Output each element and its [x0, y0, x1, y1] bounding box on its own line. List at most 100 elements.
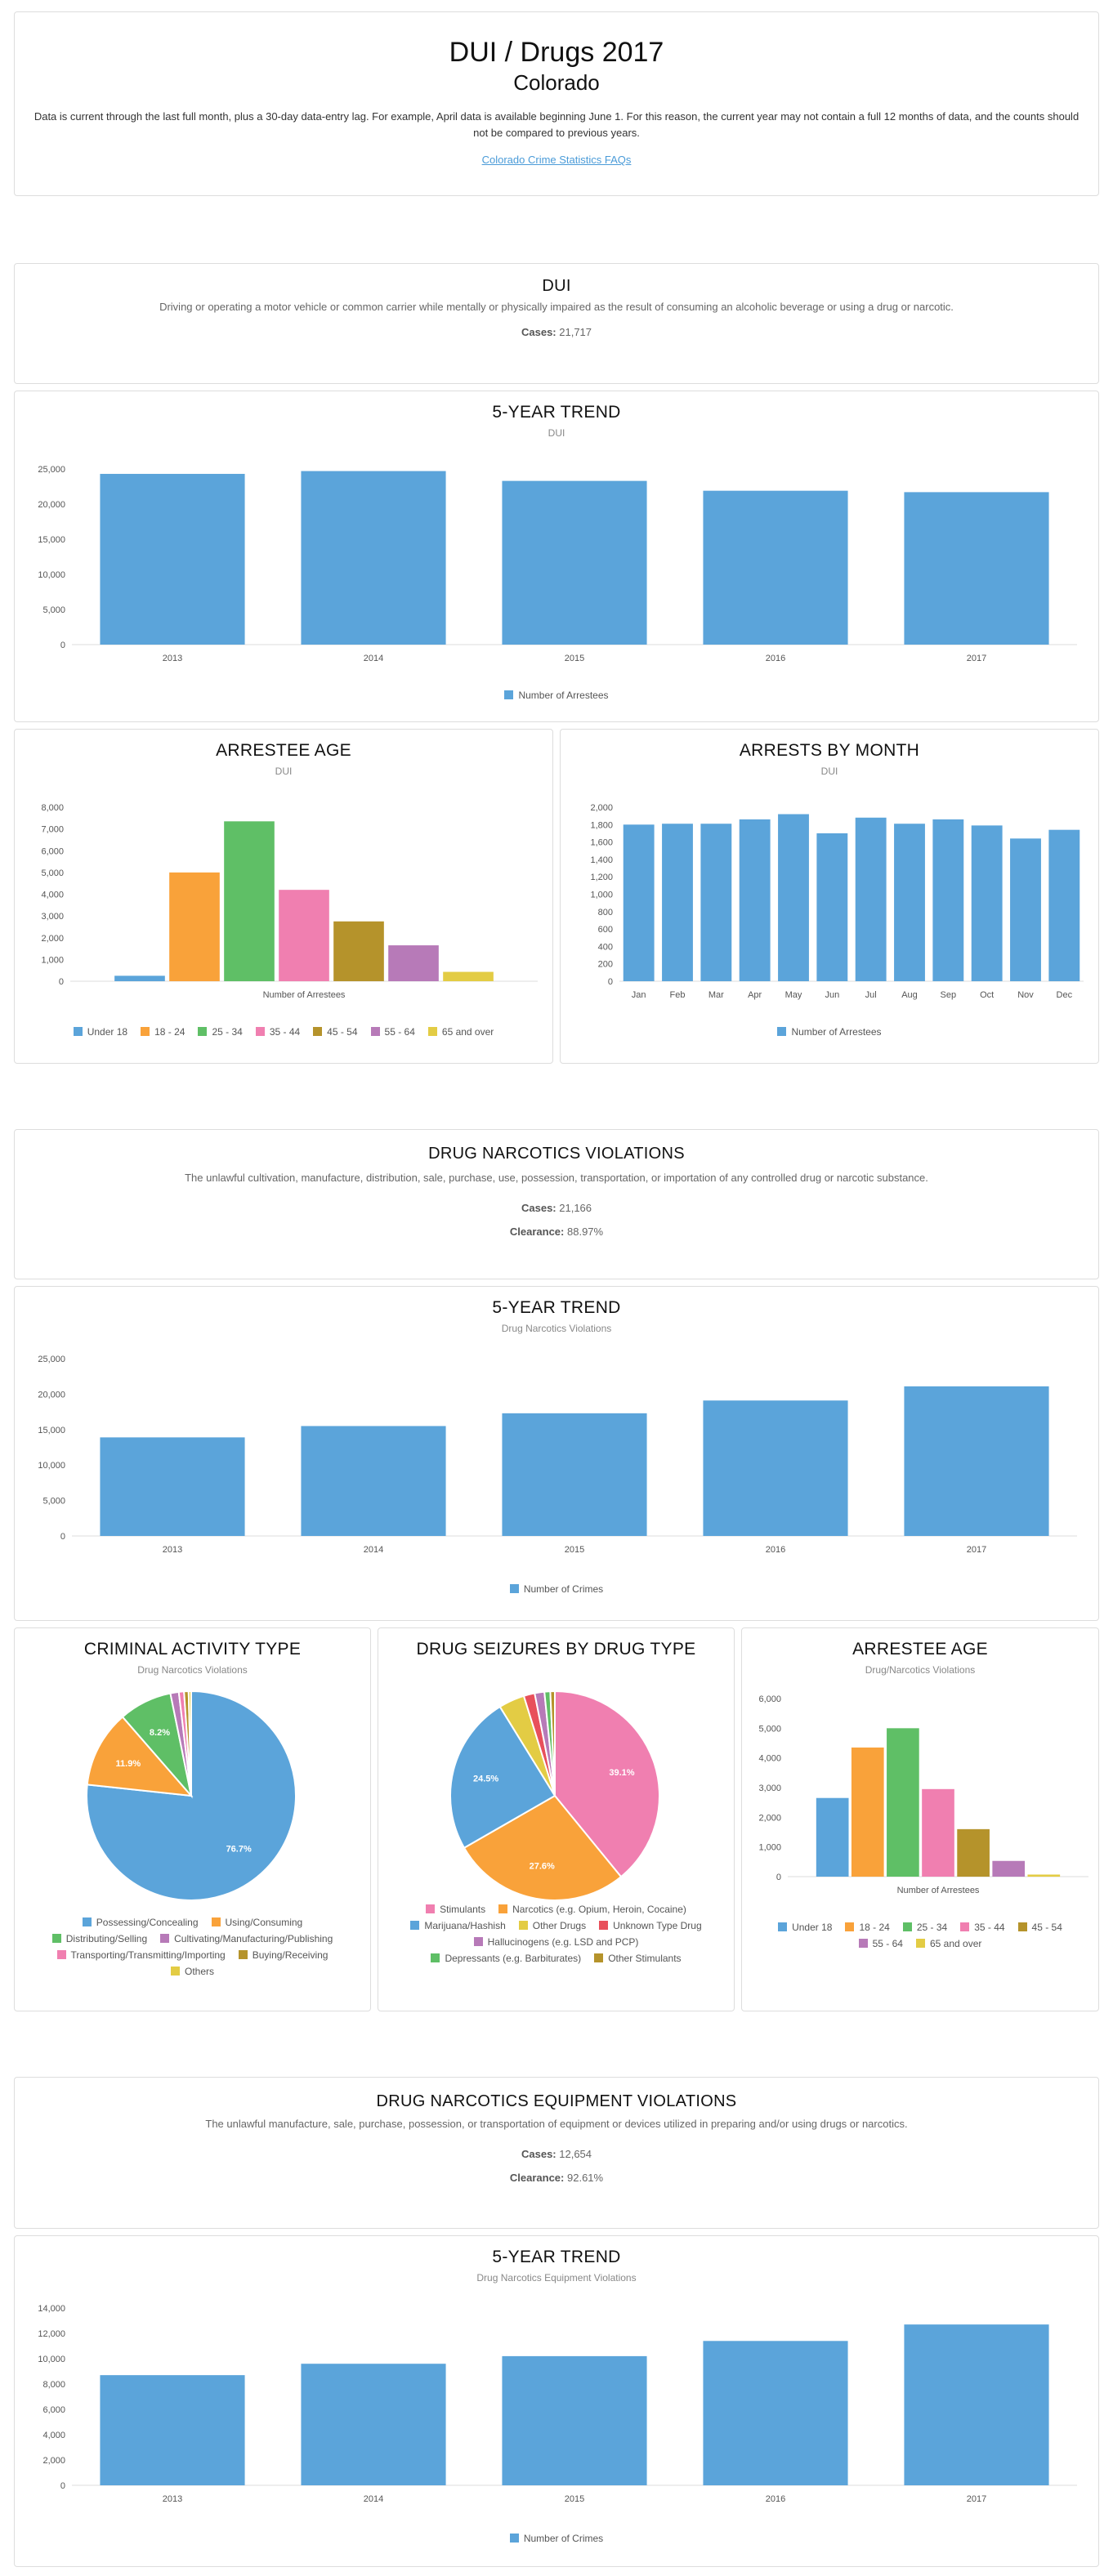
pie-slice[interactable]	[463, 1794, 623, 1901]
legend-label: 45 - 54	[327, 1026, 358, 1038]
legend-item[interactable]: Buying/Receiving	[238, 1947, 328, 1963]
bar[interactable]	[279, 890, 329, 981]
bar[interactable]	[855, 817, 887, 981]
legend-item[interactable]: Number of Crimes	[509, 1581, 603, 1597]
bar[interactable]	[100, 1437, 245, 1536]
legend-item[interactable]: 25 - 34	[198, 1024, 243, 1040]
y-tick-label: 4,000	[758, 1754, 781, 1764]
legend-item[interactable]: Other Drugs	[518, 1917, 586, 1934]
faq-link[interactable]: Colorado Crime Statistics FAQs	[481, 154, 632, 166]
legend-label: Number of Crimes	[523, 2533, 604, 2544]
bar[interactable]	[703, 490, 848, 645]
bar[interactable]	[703, 1400, 848, 1536]
legend-label: 55 - 64	[872, 1938, 903, 1949]
legend-item[interactable]: Stimulants	[426, 1901, 485, 1917]
bar[interactable]	[114, 975, 165, 981]
bar[interactable]	[301, 2364, 446, 2485]
legend-item[interactable]: Distributing/Selling	[51, 1931, 147, 1947]
legend-label: Depressants (e.g. Barbiturates)	[445, 1953, 582, 1964]
bar[interactable]	[388, 945, 439, 981]
legend-item[interactable]: 35 - 44	[960, 1919, 1005, 1935]
legend-item[interactable]: 55 - 64	[858, 1935, 903, 1952]
bar[interactable]	[301, 471, 446, 645]
legend-item[interactable]: Other Stimulants	[594, 1950, 682, 1967]
bar[interactable]	[778, 814, 809, 981]
dui-trend-card: 5-YEAR TREND DUI 0 5,000 10,000 15,000 20,000 2…	[14, 391, 1099, 722]
bar[interactable]	[623, 824, 655, 981]
bar[interactable]	[816, 833, 848, 981]
bar[interactable]	[662, 824, 693, 981]
legend-item[interactable]: 18 - 24	[845, 1919, 890, 1935]
bar[interactable]	[703, 2341, 848, 2485]
legend-item[interactable]: Depressants (e.g. Barbiturates)	[431, 1950, 581, 1967]
legend-item[interactable]: Transporting/Transmitting/Importing	[56, 1947, 226, 1963]
legend-item[interactable]: 45 - 54	[313, 1024, 358, 1040]
legend-item[interactable]: 35 - 44	[255, 1024, 300, 1040]
x-tick-label: 2017	[967, 1545, 986, 1555]
legend-item[interactable]: Narcotics (e.g. Opium, Heroin, Cocaine)	[498, 1901, 686, 1917]
bar[interactable]	[739, 819, 771, 981]
bar[interactable]	[333, 921, 384, 981]
bar[interactable]	[502, 480, 647, 645]
bar[interactable]	[851, 1747, 884, 1877]
legend-label: 35 - 44	[974, 1922, 1005, 1933]
legend-item[interactable]: Number of Arrestees	[777, 1024, 882, 1040]
y-tick-label: 3,000	[758, 1784, 781, 1793]
y-tick-label: 6,000	[758, 1694, 781, 1704]
pie-slice-label: 76.7%	[226, 1845, 252, 1855]
pie-slice[interactable]	[86, 1716, 194, 1797]
bar[interactable]	[502, 2355, 647, 2485]
bar[interactable]	[301, 1426, 446, 1536]
bar[interactable]	[100, 474, 245, 645]
legend-item[interactable]: Others	[170, 1963, 214, 1980]
chart-title: 5-YEAR TREND	[492, 2248, 621, 2266]
pie-slice[interactable]	[554, 1690, 660, 1878]
bar[interactable]	[1010, 838, 1041, 981]
legend-item[interactable]: Number of Arrestees	[504, 687, 609, 703]
bar[interactable]	[894, 824, 925, 981]
x-tick-label: May	[785, 990, 802, 1000]
bar[interactable]	[904, 492, 1049, 645]
legend-item[interactable]: Under 18	[73, 1024, 127, 1040]
legend-item[interactable]: Unknown Type Drug	[599, 1917, 702, 1934]
bar[interactable]	[224, 821, 275, 981]
chart-subtitle: DUI	[275, 766, 293, 777]
bar[interactable]	[932, 819, 964, 981]
legend-item[interactable]: Using/Consuming	[211, 1914, 302, 1931]
bar[interactable]	[904, 1386, 1049, 1536]
chart-legend: Number of Arrestees	[561, 1024, 1098, 1040]
x-tick-label: 2016	[766, 1545, 785, 1555]
bar[interactable]	[700, 824, 732, 981]
legend-item[interactable]: Cultivating/Manufacturing/Publishing	[160, 1931, 333, 1947]
bar[interactable]	[169, 872, 220, 981]
legend-item[interactable]: 65 and over	[915, 1935, 981, 1952]
y-tick-label: 1,800	[590, 820, 613, 830]
legend-item[interactable]: 25 - 34	[902, 1919, 947, 1935]
bar[interactable]	[100, 2375, 245, 2485]
bar[interactable]	[957, 1828, 990, 1877]
bar[interactable]	[816, 1797, 849, 1877]
bar[interactable]	[971, 825, 1003, 981]
legend-item[interactable]: Marijuana/Hashish	[410, 1917, 506, 1934]
legend-item[interactable]: Under 18	[778, 1919, 832, 1935]
legend-item[interactable]: Possessing/Concealing	[82, 1914, 199, 1931]
bar[interactable]	[887, 1728, 919, 1877]
bar[interactable]	[1048, 829, 1080, 981]
bar[interactable]	[992, 1860, 1026, 1877]
bar[interactable]	[922, 1788, 954, 1877]
pie-slice[interactable]	[187, 1690, 192, 1797]
legend-label: Other Stimulants	[608, 1953, 682, 1964]
bar[interactable]	[904, 2324, 1049, 2485]
bar[interactable]	[502, 1413, 647, 1536]
legend-item[interactable]: Hallucinogens (e.g. LSD and PCP)	[473, 1934, 638, 1950]
legend-item[interactable]: Number of Crimes	[509, 2530, 604, 2547]
legend-item[interactable]: 65 and over	[427, 1024, 494, 1040]
legend-item[interactable]: 55 - 64	[370, 1024, 415, 1040]
pie-chart: 76.7% 11.9% 8.2%	[86, 1690, 297, 1901]
pie-slice[interactable]	[449, 1705, 556, 1850]
legend-item[interactable]: 18 - 24	[141, 1024, 185, 1040]
bar[interactable]	[1027, 1874, 1061, 1877]
legend-item[interactable]: 45 - 54	[1017, 1919, 1062, 1935]
bar[interactable]	[443, 971, 494, 981]
pie-slice[interactable]	[549, 1690, 556, 1797]
